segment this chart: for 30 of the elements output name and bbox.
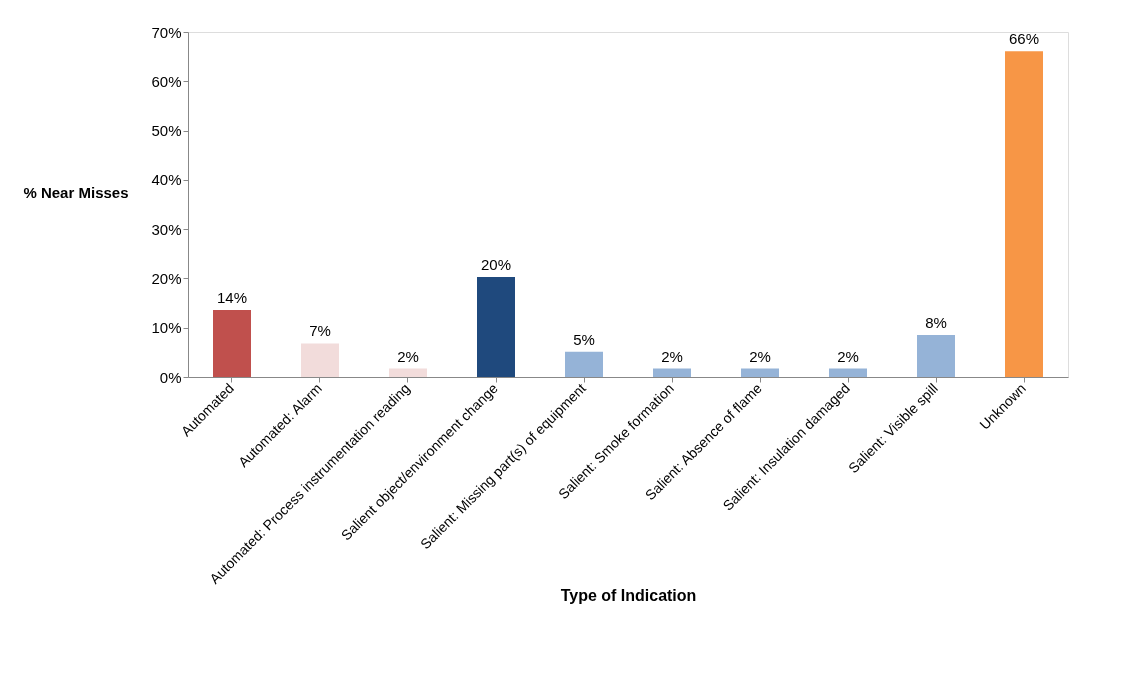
bar [213,309,251,377]
bar [741,368,779,377]
y-tick-label: 70% [151,23,182,41]
bar [1005,51,1043,377]
y-tick-label: 0% [159,368,182,386]
bar [565,351,603,377]
data-label: 2% [661,347,683,365]
data-label: 5% [573,330,595,348]
y-tick-label: 40% [151,171,182,189]
data-label: 2% [397,347,419,365]
y-tick-label: 30% [151,220,182,238]
data-label: 7% [309,322,331,340]
y-tick-label: 50% [151,122,182,140]
data-label: 8% [925,314,947,332]
data-label: 20% [480,255,512,273]
data-label: 14% [216,288,248,306]
bar [829,368,867,377]
data-label: 2% [749,347,771,365]
bar [301,343,339,377]
bar [389,368,427,377]
data-label: 2% [837,347,859,365]
y-tick-label: 60% [151,72,182,90]
x-axis-title: Type of Indication [560,586,697,604]
bar [653,368,691,377]
y-tick-label: 10% [151,319,182,337]
bar [917,335,955,377]
y-tick-label: 20% [151,269,182,287]
data-label: 66% [1008,30,1040,48]
bar [477,276,515,377]
y-axis-title: % Near Misses [23,183,129,201]
